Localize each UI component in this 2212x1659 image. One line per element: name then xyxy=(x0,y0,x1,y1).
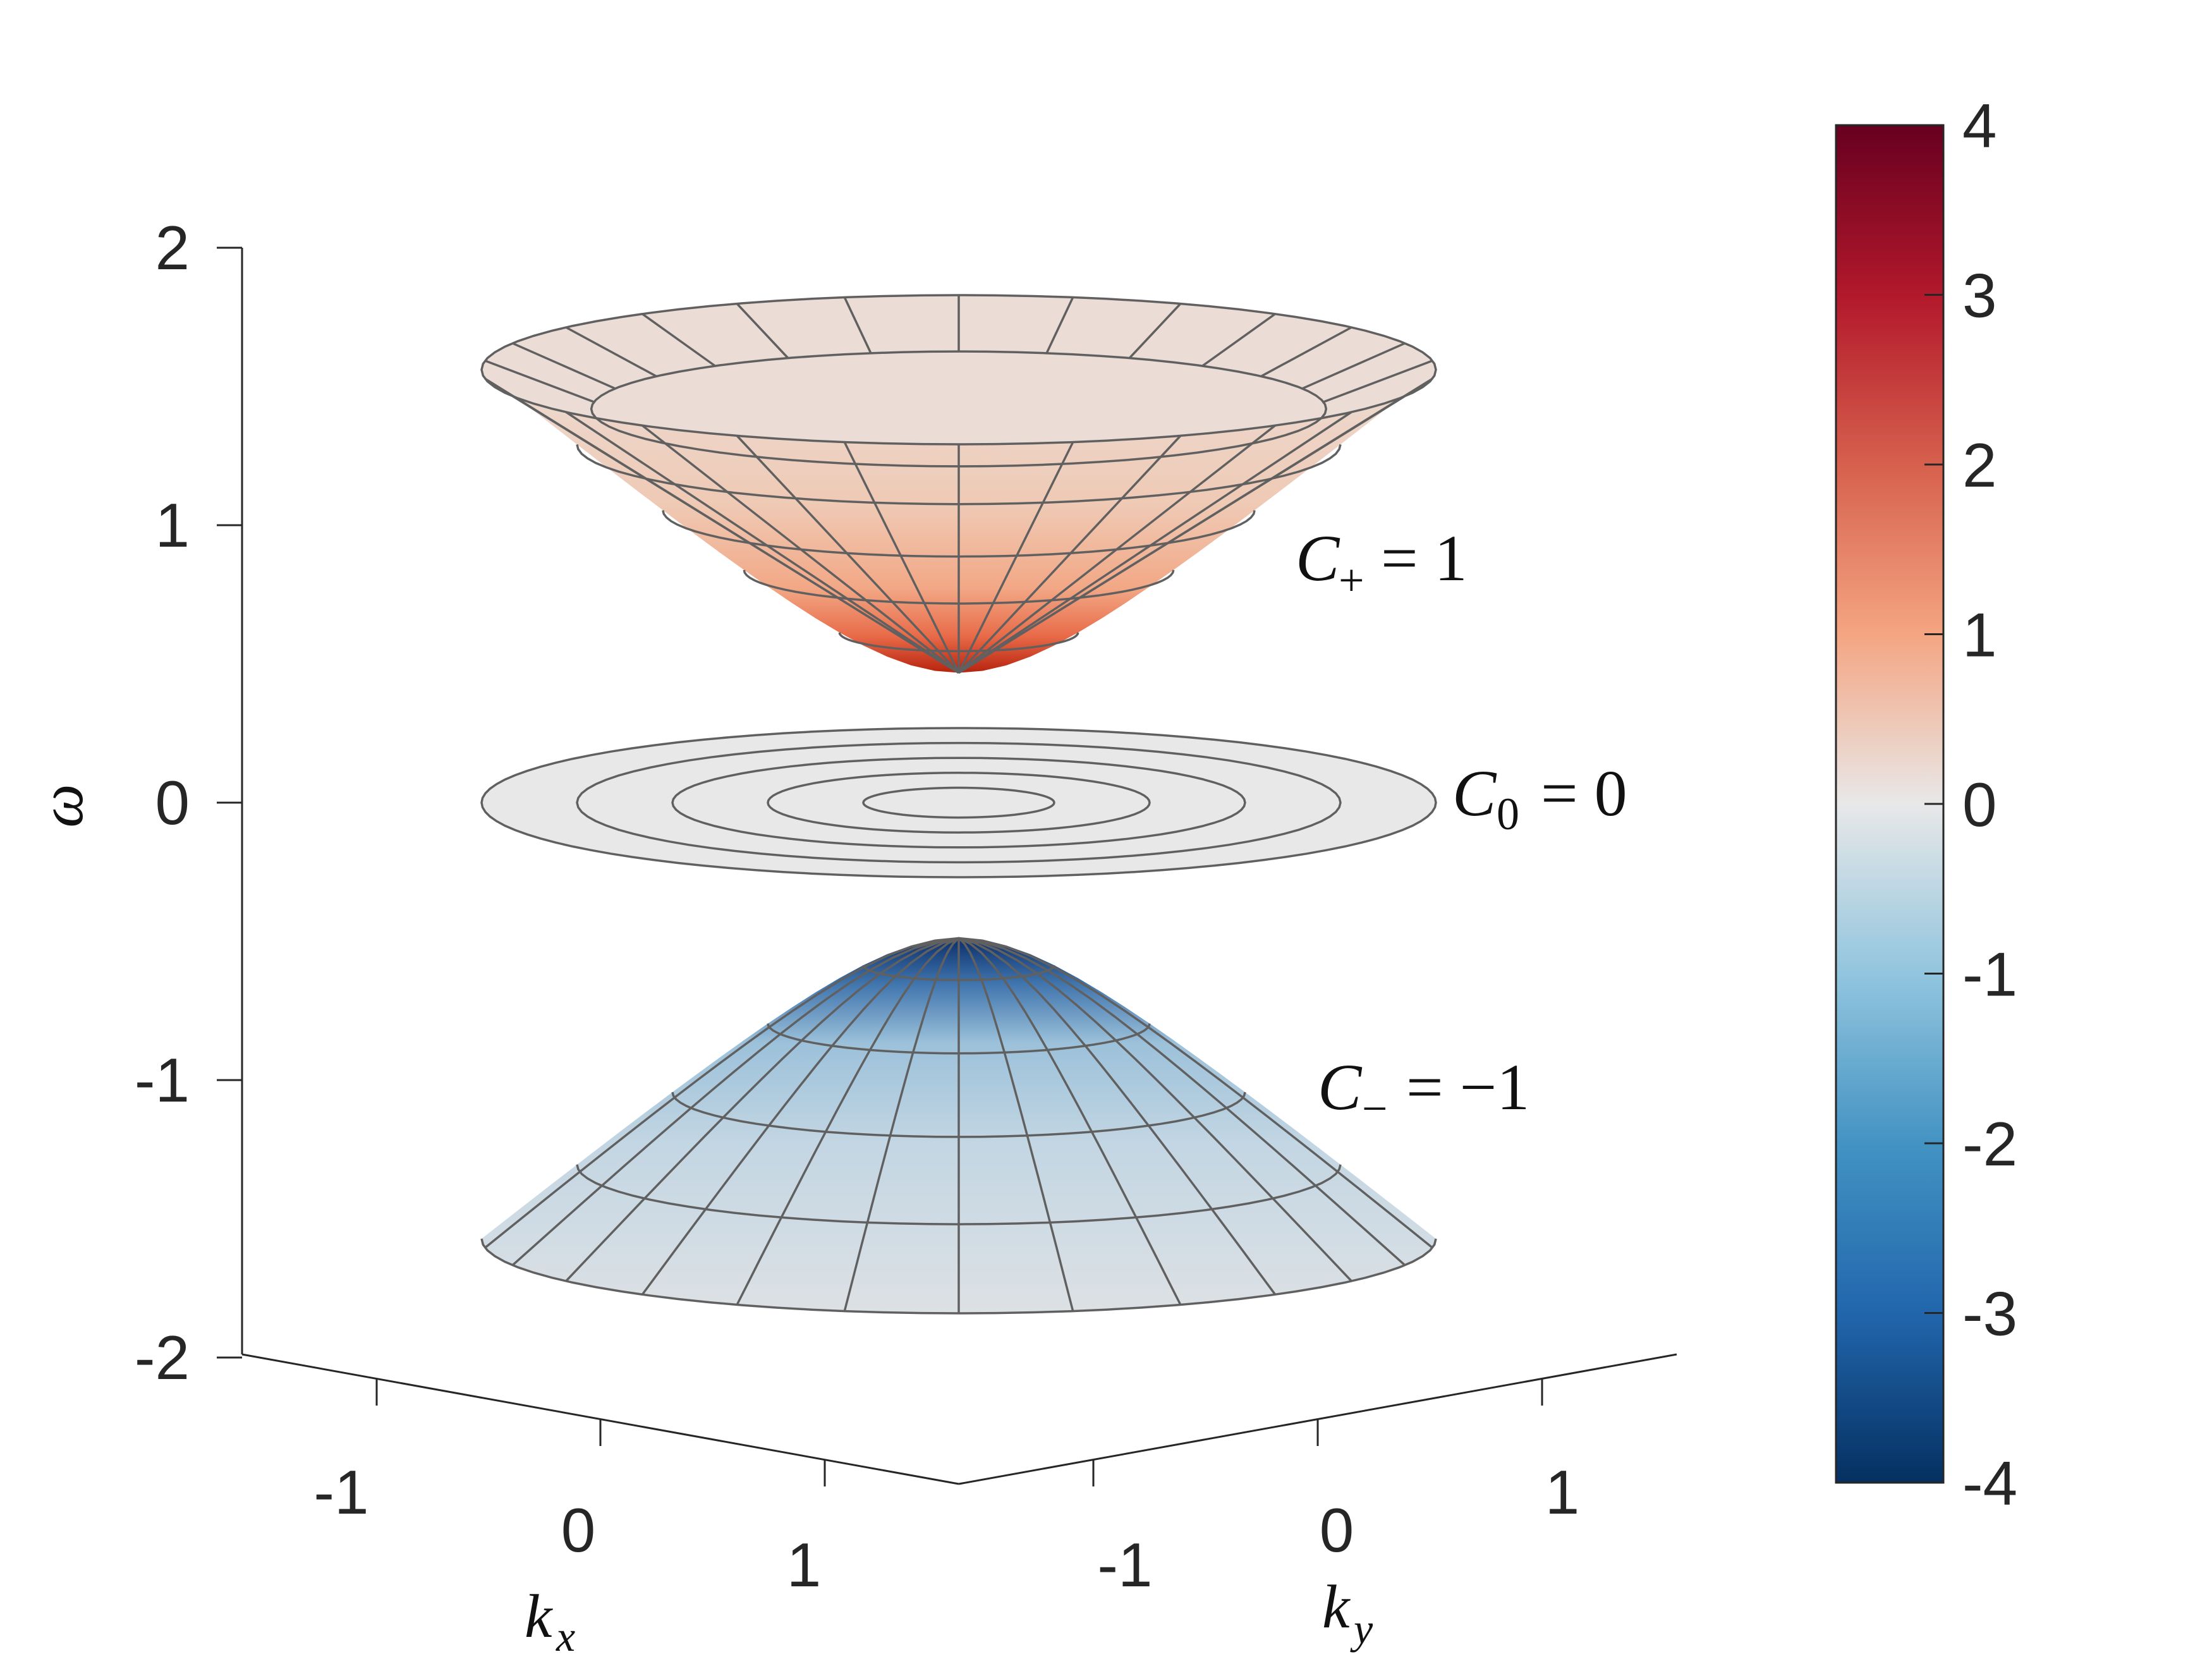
lower-band-radial xyxy=(484,937,959,1249)
colorbar-tick-label: -4 xyxy=(1962,1449,2017,1518)
kx-ticks: -1 0 1 xyxy=(313,1379,826,1600)
flat-band-contour xyxy=(576,741,1342,864)
lower-band-label-rest: = −1 xyxy=(1406,1051,1529,1124)
upper-band-radial xyxy=(484,377,959,674)
colorbar-tick-label: 4 xyxy=(1962,91,1997,161)
upper-band-top-rim xyxy=(480,294,1437,446)
flat-band-label: C 0 = 0 xyxy=(1452,757,1627,839)
upper-band-radial xyxy=(957,424,1276,674)
upper-band-radial-back xyxy=(641,313,716,367)
lower-band-radial xyxy=(641,937,959,1296)
upper-band-radial-back xyxy=(843,296,872,354)
colorbar-tick-label: 3 xyxy=(1962,261,1997,331)
flat-band-surface xyxy=(480,727,1437,878)
colorbar-tick-label: -3 xyxy=(1962,1279,2017,1349)
omega-tick-label: -2 xyxy=(135,1323,190,1392)
flat-band-contour xyxy=(767,772,1151,834)
lower-band-radial xyxy=(958,937,1352,1282)
upper-band-radial-back xyxy=(1323,360,1433,403)
lower-band-radial xyxy=(736,937,959,1306)
kx-axis-line xyxy=(241,1353,959,1485)
lower-band-radial xyxy=(511,937,959,1267)
lower-band-surface xyxy=(480,937,1437,1315)
ky-ticks: -1 0 1 xyxy=(1092,1379,1580,1600)
flat-band-disk xyxy=(480,727,1437,878)
flat-band-label-sub: 0 xyxy=(1497,789,1519,839)
flat-band-label-main: C xyxy=(1452,757,1497,830)
upper-band-radial xyxy=(958,395,1406,674)
lower-band-radial xyxy=(958,937,1277,1296)
upper-band-label-sub: + xyxy=(1339,555,1364,605)
ky-axis-label: k y xyxy=(1322,1573,1373,1653)
upper-band-radial xyxy=(843,441,960,674)
kx-axis-label-main: k xyxy=(525,1583,553,1651)
flat-band-label-rest: = 0 xyxy=(1541,757,1627,830)
upper-band-inner-ring xyxy=(590,350,1328,468)
colorbar-tick-label: -2 xyxy=(1962,1109,2017,1179)
lower-band-radial xyxy=(565,937,959,1282)
lower-band-label-sub: − xyxy=(1362,1083,1388,1134)
lower-band-label: C − = −1 xyxy=(1318,1051,1529,1134)
kx-tick-label: -1 xyxy=(313,1457,368,1527)
kx-axis-label-sub: x xyxy=(556,1612,575,1659)
upper-band-surface xyxy=(480,294,1437,674)
upper-band-radial-back xyxy=(1301,342,1406,390)
upper-band-radial xyxy=(641,424,960,674)
ky-axis-line xyxy=(958,1353,1677,1485)
upper-band-label-rest: = 1 xyxy=(1381,522,1468,595)
omega-tick-label: 2 xyxy=(155,213,190,283)
flat-band-contour xyxy=(671,757,1246,849)
kx-tick-label: 0 xyxy=(561,1495,596,1565)
colorbar-tick-label: -1 xyxy=(1962,940,2017,1009)
omega-axis-label: ω xyxy=(28,784,96,827)
upper-band-radial-back xyxy=(1128,303,1182,359)
kx-tick-label: 1 xyxy=(787,1530,822,1600)
upper-band-radial-back xyxy=(512,342,616,390)
lower-band-radial xyxy=(958,937,1406,1267)
flat-band-contour xyxy=(862,786,1055,819)
lower-band-radial xyxy=(958,937,1433,1249)
lower-band-radial xyxy=(957,937,1074,1312)
colorbar-tick-label: 1 xyxy=(1962,600,1997,670)
upper-band-label-main: C xyxy=(1296,522,1340,595)
ky-tick-label: 0 xyxy=(1320,1495,1354,1565)
upper-band-radial-back xyxy=(736,303,789,359)
upper-band-radial xyxy=(736,435,960,674)
omega-ticks: -2 -1 0 1 2 xyxy=(135,213,242,1392)
upper-band-radial xyxy=(565,411,959,674)
upper-band-radial-back xyxy=(1045,296,1074,354)
ky-axis-label-main: k xyxy=(1322,1573,1351,1641)
upper-band-label: C + = 1 xyxy=(1296,522,1468,605)
colorbar-tick-label: 0 xyxy=(1962,770,1997,839)
omega-tick-label: -1 xyxy=(135,1045,190,1115)
lower-band-radial xyxy=(843,937,960,1312)
axes-frame xyxy=(241,248,1677,1485)
upper-band-radial-back xyxy=(1260,326,1352,377)
ky-axis-label-sub: y xyxy=(1350,1605,1373,1653)
colorbar-tick-label: 2 xyxy=(1962,430,1997,500)
ky-tick-label: 1 xyxy=(1545,1457,1580,1527)
upper-band-radial xyxy=(957,441,1074,674)
lower-band-radial xyxy=(958,937,1182,1306)
lower-band-label-main: C xyxy=(1318,1051,1363,1124)
colorbar-ticks: 4 3 2 1 0 -1 -2 -3 -4 xyxy=(1924,91,2017,1518)
upper-band-radial-back xyxy=(484,360,595,403)
ky-tick-label: -1 xyxy=(1097,1530,1152,1600)
upper-band-radial xyxy=(958,411,1352,674)
upper-band-radial xyxy=(957,435,1182,674)
kx-axis-label: k x xyxy=(525,1583,575,1659)
omega-tick-label: 0 xyxy=(155,768,190,837)
upper-band-radial-back xyxy=(565,326,657,377)
upper-band-radial-back xyxy=(1201,313,1276,367)
omega-tick-label: 1 xyxy=(155,490,190,560)
